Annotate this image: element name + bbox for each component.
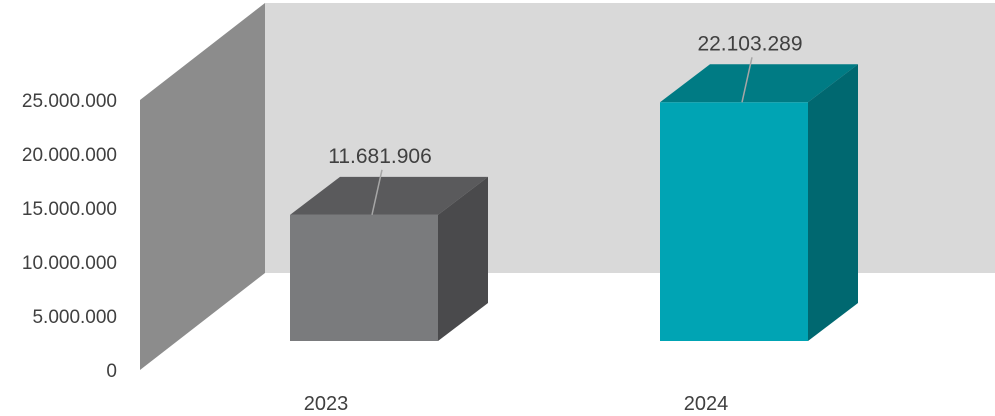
y-tick-label: 10.000.000 — [22, 253, 117, 274]
y-tick-label: 5.000.000 — [32, 307, 117, 328]
leader-line — [741, 57, 753, 103]
bar-2023: 11.681.906 — [290, 145, 488, 341]
y-tick-label: 0 — [106, 361, 117, 382]
data-label: 11.681.906 — [328, 145, 432, 168]
bar-side-face — [808, 64, 858, 341]
y-tick-label: 15.000.000 — [22, 199, 117, 220]
x-category-label: 2024 — [684, 393, 729, 415]
x-axis: 2023 2024 — [304, 393, 729, 415]
bar-front-face — [660, 102, 808, 341]
bar-front-face — [290, 214, 438, 341]
leader-line — [371, 169, 383, 215]
y-tick-label: 20.000.000 — [22, 145, 117, 166]
data-label: 22.103.289 — [697, 32, 802, 55]
bar-top-face — [290, 176, 488, 215]
bar-2024: 22.103.289 — [660, 32, 858, 341]
y-axis: 0 5.000.000 10.000.000 15.000.000 20.000.000… — [22, 91, 117, 382]
y-tick-label: 25.000.000 — [22, 91, 117, 112]
bar-side-face — [438, 176, 488, 341]
bar-top-face — [660, 64, 858, 103]
side-wall — [140, 3, 265, 370]
bars: 11.681.906 22.103.289 — [290, 32, 858, 341]
x-category-label: 2023 — [304, 393, 349, 415]
